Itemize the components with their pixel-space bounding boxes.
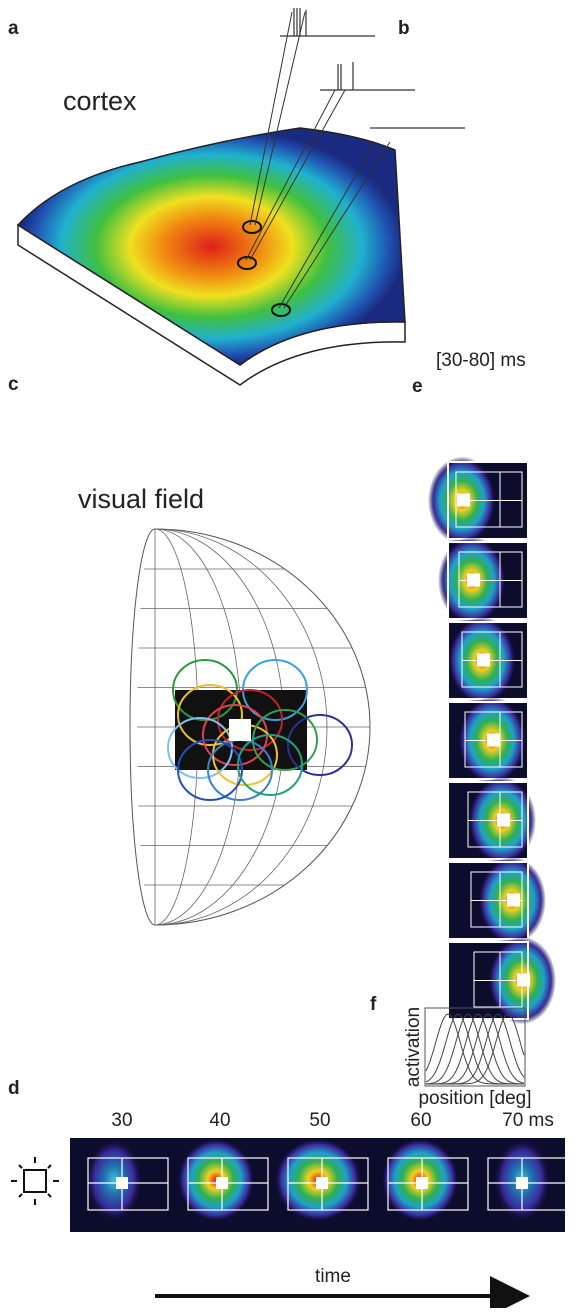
e-frame bbox=[448, 617, 528, 705]
time-label: 60 bbox=[410, 1110, 431, 1131]
time-window-label: [30-80] ms bbox=[436, 350, 526, 371]
stimulus-square bbox=[516, 1177, 528, 1189]
icon-square bbox=[24, 1170, 46, 1192]
stimulus-square bbox=[216, 1177, 228, 1189]
stimulus-square bbox=[467, 574, 480, 587]
panel-label: f bbox=[370, 994, 377, 1015]
time-label: 70 ms bbox=[502, 1110, 554, 1131]
cortex-slab bbox=[18, 8, 465, 385]
e-frame bbox=[448, 777, 536, 865]
spike-trains bbox=[280, 8, 465, 128]
e-frame bbox=[448, 697, 528, 785]
icon-rays bbox=[11, 1157, 59, 1205]
stimulus-square bbox=[487, 734, 500, 747]
figure: a b c d e f cortex visual field [30-80] … bbox=[0, 0, 577, 1308]
stimulus-square bbox=[477, 654, 490, 667]
visual-field-label: visual field bbox=[78, 484, 204, 514]
time-axis-label: time bbox=[315, 1266, 351, 1287]
stimulus-square bbox=[229, 719, 251, 741]
f-y-label: activation bbox=[403, 1007, 424, 1087]
panel-label: d bbox=[8, 1078, 20, 1099]
time-label: 40 bbox=[209, 1110, 230, 1131]
f-x-label: position [deg] bbox=[418, 1088, 531, 1109]
stimulus-square bbox=[457, 494, 470, 507]
e-frame bbox=[448, 857, 546, 945]
time-label: 30 bbox=[111, 1110, 132, 1131]
e-frame bbox=[428, 457, 528, 545]
stimulus-square bbox=[416, 1177, 428, 1189]
visual-field bbox=[130, 529, 370, 925]
panel-e bbox=[428, 457, 556, 1025]
stimulus-square bbox=[316, 1177, 328, 1189]
stimulus-square bbox=[507, 894, 520, 907]
time-label: 50 bbox=[309, 1110, 330, 1131]
f-curves bbox=[426, 1014, 524, 1084]
e-frame bbox=[438, 537, 528, 625]
panel-label: b bbox=[398, 18, 410, 39]
panel-d: 30 40 50 60 70 ms time bbox=[11, 1110, 568, 1296]
e-frame bbox=[448, 937, 556, 1025]
stimulus-square bbox=[497, 814, 510, 827]
panel-label: e bbox=[412, 376, 423, 397]
panel-label: c bbox=[8, 374, 19, 395]
stimulus-square bbox=[116, 1177, 128, 1189]
stimulus-icon bbox=[11, 1157, 59, 1205]
panel-label: a bbox=[8, 18, 19, 39]
cortex-label: cortex bbox=[63, 86, 137, 116]
